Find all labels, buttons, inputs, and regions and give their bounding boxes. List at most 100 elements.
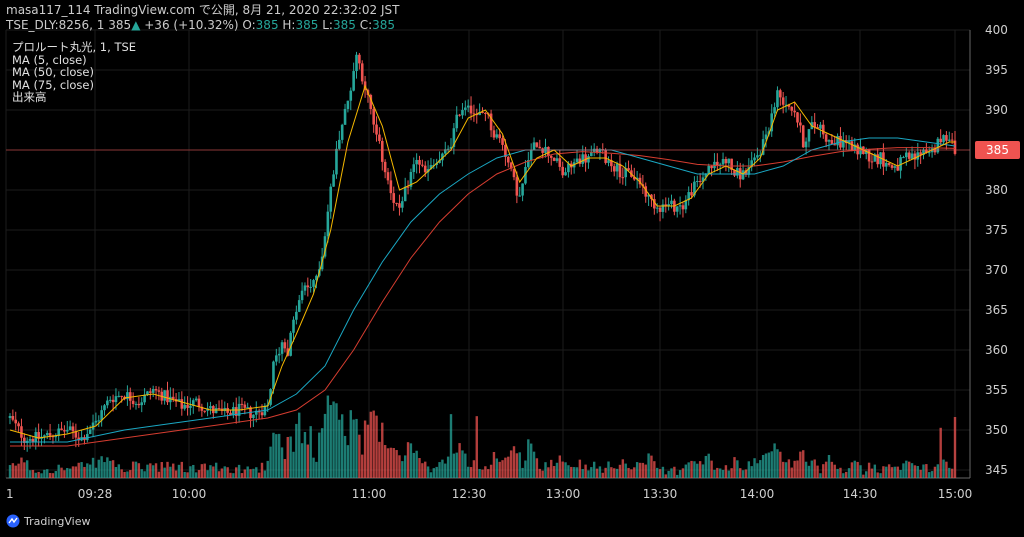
tradingview-brand[interactable]: TradingView (6, 514, 90, 528)
candle-body (43, 435, 46, 437)
symbol: TSE_DLY:8256, 1 (6, 18, 105, 32)
candle-body (421, 164, 424, 166)
volume-bar (799, 451, 802, 478)
candle-body (23, 437, 26, 443)
volume-bar (257, 472, 261, 478)
volume-bar (693, 461, 696, 478)
volume-bar (790, 467, 793, 478)
volume-bar (953, 417, 957, 478)
candle-body (947, 139, 951, 141)
candle-body (612, 166, 616, 172)
volume-bar (696, 463, 699, 478)
volume-bar (346, 445, 350, 478)
candle-body (406, 186, 410, 188)
candle-body (721, 159, 725, 165)
candle-body (518, 195, 522, 197)
time-tick-label: 11:00 (352, 487, 387, 501)
volume-bar (183, 471, 186, 478)
volume-bar (910, 463, 914, 478)
candle-body (312, 280, 315, 287)
legend-ma50[interactable]: MA (50, close) (12, 65, 94, 79)
volume-bar (759, 460, 762, 478)
volume-bar (51, 473, 55, 478)
candle-body (501, 138, 504, 145)
candle-body (590, 152, 593, 157)
candle-body (323, 236, 327, 257)
volume-bar (149, 463, 152, 478)
candle-body (905, 152, 908, 158)
volume-bar (14, 465, 17, 478)
volume-bar (106, 457, 109, 478)
volume-bar (335, 403, 338, 478)
candle-body (77, 437, 81, 441)
volume-bar (504, 457, 507, 478)
candle-body (484, 112, 487, 114)
candle-body (504, 144, 507, 157)
volume-bar (386, 448, 390, 478)
candle-body (246, 407, 249, 409)
candle-body (232, 407, 235, 416)
volume-bar (432, 468, 436, 478)
time-axis[interactable]: 1 09:28 10:00 11:00 12:30 13:00 13:30 14:00 14:3… (6, 487, 972, 501)
volume-bar (547, 467, 550, 478)
legend-ma75[interactable]: MA (75, close) (12, 77, 94, 92)
volume-bar (349, 410, 352, 478)
candle-body (100, 410, 103, 421)
volume-bar (37, 471, 40, 478)
volume-bar (796, 460, 799, 478)
price-axis[interactable]: 400 395 390 380 375 370 365 360 355 350 345 (985, 23, 1008, 477)
candle-body (137, 403, 141, 406)
candle-body (704, 174, 708, 178)
volume-bar (63, 470, 66, 478)
candle-body (498, 134, 501, 139)
candle-body (441, 153, 444, 161)
volume-bar (169, 466, 172, 478)
volume-bar (452, 453, 456, 478)
volume-bar (438, 462, 441, 478)
candle-body (549, 155, 553, 158)
volume-bar (320, 428, 324, 478)
candle-body (478, 111, 481, 116)
candle-body (515, 177, 519, 196)
volume-bar (575, 467, 579, 478)
candle-body (443, 149, 447, 154)
candle-body (11, 416, 15, 420)
legend-ma5[interactable]: MA (5, close) (12, 52, 87, 67)
legend-volume[interactable]: 出来高 (12, 90, 47, 104)
volume-bar (43, 469, 46, 478)
volume-bar (613, 468, 616, 478)
volume-bar (839, 467, 842, 478)
volume-bar (736, 460, 739, 478)
candle-body (338, 139, 341, 149)
candle-body (277, 353, 281, 356)
volume-bar (701, 464, 705, 478)
legend-series-name[interactable]: プロルート丸光, 1, TSE (12, 40, 137, 54)
candle-body (644, 186, 648, 197)
volume-bar (68, 468, 72, 478)
volume-bar (237, 464, 241, 478)
candle-body (655, 207, 659, 209)
volume-bar (435, 466, 438, 478)
volume-bar (761, 454, 765, 478)
volume-bar (879, 473, 882, 478)
time-tick-label: 1 (6, 487, 14, 501)
candle-body (804, 141, 808, 148)
candle-body (953, 140, 957, 154)
candle-body (191, 400, 195, 406)
candle-body (395, 202, 398, 204)
volume-bar (802, 450, 805, 478)
volume-bar (455, 452, 458, 478)
volume-bar (318, 432, 321, 478)
candle-body (415, 159, 418, 165)
candle-body (827, 140, 831, 142)
candle-body (695, 181, 699, 183)
volume-bar (819, 473, 822, 478)
volume-bar (464, 453, 467, 478)
volume-bar (180, 461, 184, 478)
candle-body (615, 163, 619, 172)
volume-bar (131, 461, 135, 478)
candle-body (610, 160, 613, 167)
volume-bar (824, 461, 828, 478)
volume-bar (581, 469, 584, 478)
